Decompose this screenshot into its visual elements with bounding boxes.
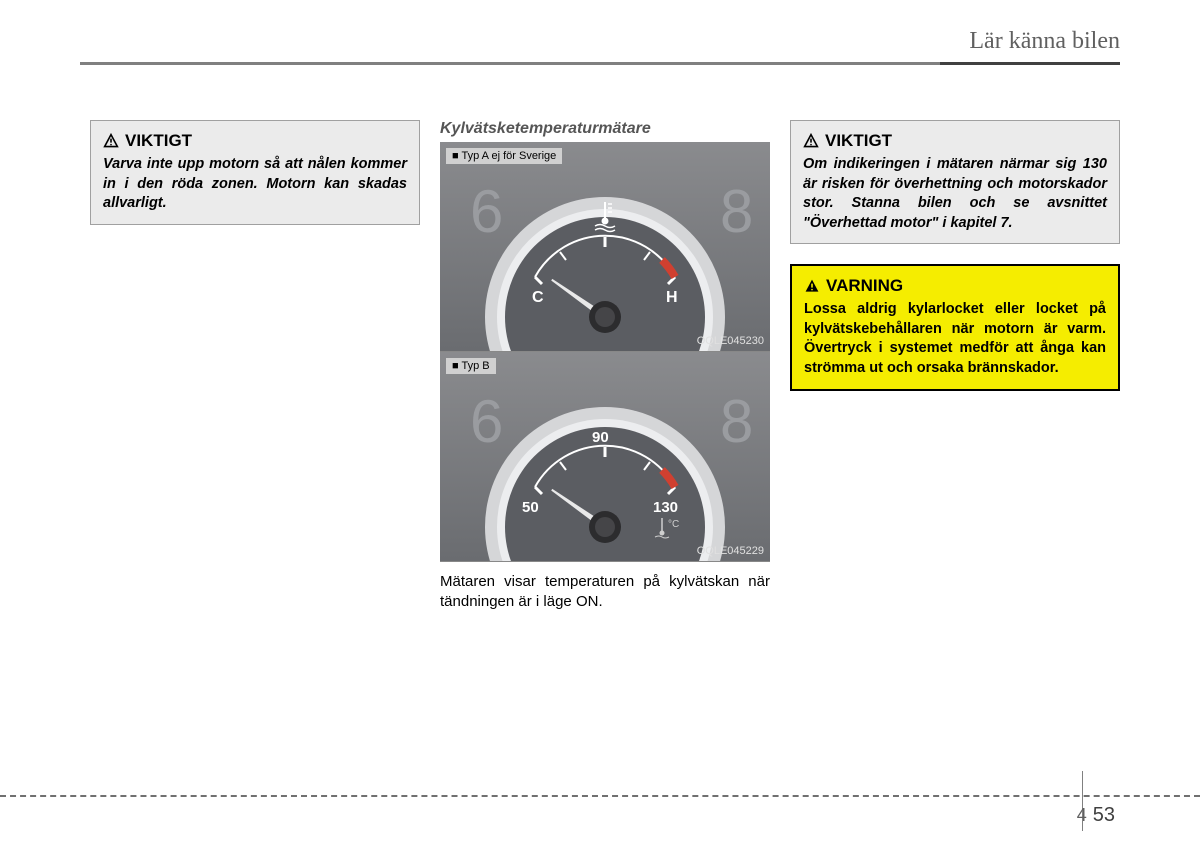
- image-code-b: OQLE045229: [697, 545, 764, 557]
- gauge-image-a: ■ Typ A ej för Sverige OQLE045230 6 8: [440, 142, 770, 352]
- bg-num-left-b: 6: [470, 388, 503, 455]
- page-number: 4 53: [1077, 804, 1115, 827]
- gauge-type-b: ■ Typ B OQLE045229 6 8 50 90: [440, 352, 770, 562]
- gauge-image-b: ■ Typ B OQLE045229 6 8 50 90: [440, 352, 770, 562]
- warning-box: VARNING Lossa aldrig kylarlocket eller l…: [790, 264, 1120, 390]
- gauge-svg-a: 6 8 C: [440, 142, 770, 352]
- gauge-label-90: 90: [592, 429, 609, 446]
- warning-triangle-icon: [103, 133, 119, 149]
- notice-title-right: VIKTIGT: [803, 131, 1107, 151]
- notice-body-right: Om indikeringen i mätaren närmar sig 130…: [803, 155, 1107, 233]
- footer-dashed-line: [0, 795, 1200, 797]
- header-rule: [80, 62, 1120, 65]
- warning-title-text: VARNING: [826, 276, 903, 296]
- gauge-label-c: C: [532, 289, 544, 306]
- column-right: VIKTIGT Om indikeringen i mätaren närmar…: [790, 120, 1120, 613]
- notice-box-left: VIKTIGT Varva inte upp motorn så att nål…: [90, 120, 420, 225]
- gauge-caption: Mätaren visar temperaturen på kylvätskan…: [440, 572, 770, 613]
- notice-title: VIKTIGT: [103, 131, 407, 151]
- warning-body: Lossa aldrig kylarlocket eller locket på…: [804, 300, 1106, 378]
- content-area: VIKTIGT Varva inte upp motorn så att nål…: [90, 120, 1120, 613]
- gauge-label-50: 50: [522, 499, 539, 516]
- bg-num-right: 8: [720, 178, 753, 245]
- gauge-type-a: ■ Typ A ej för Sverige OQLE045230 6 8: [440, 142, 770, 352]
- type-label-b: ■ Typ B: [446, 358, 496, 374]
- section-title: Kylvätsketemperaturmätare: [440, 120, 770, 138]
- column-center: Kylvätsketemperaturmätare ■ Typ A ej för…: [440, 120, 770, 613]
- gauge-unit: °C: [668, 519, 679, 530]
- chapter-number: 4: [1077, 805, 1087, 825]
- notice-title-text: VIKTIGT: [125, 131, 192, 151]
- column-left: VIKTIGT Varva inte upp motorn så att nål…: [90, 120, 420, 613]
- page-number-value: 53: [1093, 804, 1115, 826]
- warning-triangle-icon: [803, 133, 819, 149]
- gauge-svg-b: 6 8 50 90 130 °C: [440, 352, 770, 562]
- notice-title-right-text: VIKTIGT: [825, 131, 892, 151]
- warning-triangle-solid-icon: [804, 278, 820, 294]
- image-code-a: OQLE045230: [697, 335, 764, 347]
- gauge-label-130: 130: [653, 499, 678, 516]
- bg-num-left: 6: [470, 178, 503, 245]
- warning-title: VARNING: [804, 276, 1106, 296]
- notice-body: Varva inte upp motorn så att nålen komme…: [103, 155, 407, 214]
- notice-box-right: VIKTIGT Om indikeringen i mätaren närmar…: [790, 120, 1120, 244]
- type-label-a: ■ Typ A ej för Sverige: [446, 148, 562, 164]
- gauge-label-h: H: [666, 289, 678, 306]
- bg-num-right-b: 8: [720, 388, 753, 455]
- page-header: Lär känna bilen: [969, 28, 1120, 55]
